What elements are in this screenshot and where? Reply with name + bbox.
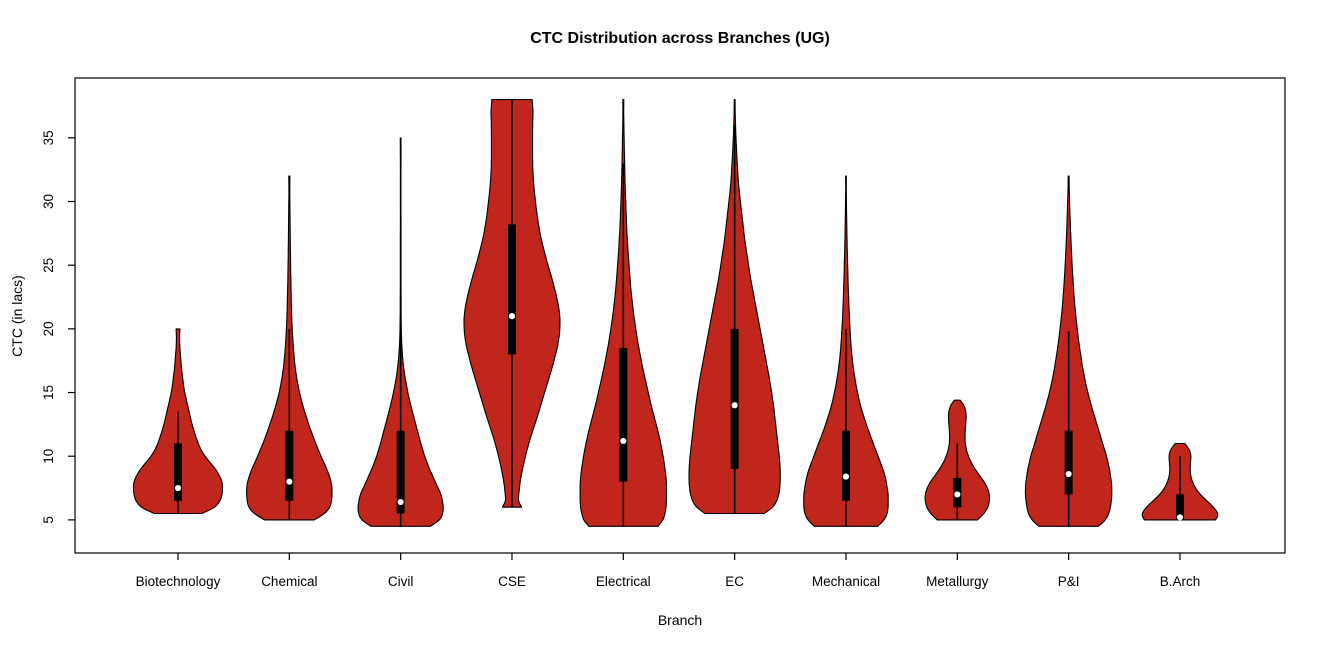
x-tick-label: Metallurgy xyxy=(926,574,989,589)
x-tick-label: CSE xyxy=(498,574,526,589)
violin-electrical xyxy=(579,99,668,527)
median-dot xyxy=(954,491,961,498)
y-tick-label: 5 xyxy=(41,516,56,524)
violin-civil xyxy=(357,137,444,527)
violins-group xyxy=(132,99,1219,527)
y-tick-label: 20 xyxy=(41,321,56,336)
median-dot xyxy=(286,478,293,485)
violin-mechanical xyxy=(803,175,889,527)
x-tick-label: Chemical xyxy=(261,574,317,589)
iqr-box xyxy=(730,328,739,469)
violin-p-i xyxy=(1024,175,1113,527)
x-tick-label: Civil xyxy=(388,574,414,589)
median-dot xyxy=(174,484,182,492)
y-axis-label: CTC (in lacs) xyxy=(9,275,25,357)
median-dot xyxy=(620,437,627,445)
median-dot xyxy=(731,402,738,409)
iqr-box xyxy=(174,443,182,501)
iqr-box xyxy=(507,224,516,355)
iqr-box xyxy=(841,430,850,501)
violin-cse xyxy=(463,99,561,508)
violin-b-arch xyxy=(1141,442,1219,521)
iqr-box xyxy=(396,430,405,514)
iqr-box xyxy=(1064,430,1073,495)
y-tick-label: 15 xyxy=(41,385,56,400)
axes-group: 5 10 15 20 25 30 35 Biotechnology Chemical Civil C… xyxy=(41,77,1286,589)
y-tick-label: 35 xyxy=(41,130,56,145)
y-tick-label: 30 xyxy=(41,194,56,209)
violin-biotechnology xyxy=(132,328,224,515)
x-tick-label: P&I xyxy=(1058,574,1080,589)
x-tick-label: B.Arch xyxy=(1160,574,1201,589)
iqr-box xyxy=(619,347,628,482)
y-tick-label: 10 xyxy=(41,449,56,464)
violin-ec xyxy=(688,99,781,515)
x-tick-label: Electrical xyxy=(596,574,651,589)
iqr-box xyxy=(285,430,294,501)
x-tick-label: Mechanical xyxy=(812,574,880,589)
median-dot xyxy=(397,498,404,506)
plot-border xyxy=(74,77,1286,554)
median-dot xyxy=(1176,514,1184,521)
median-dot xyxy=(842,473,850,480)
median-dot xyxy=(508,313,516,320)
x-tick-label: EC xyxy=(725,574,744,589)
x-axis-label: Branch xyxy=(658,612,702,628)
violin-chemical xyxy=(246,175,333,521)
iqr-box xyxy=(1175,494,1184,520)
x-tick-label: Biotechnology xyxy=(136,574,221,589)
y-tick-label: 25 xyxy=(41,258,56,273)
violin-metallurgy xyxy=(924,399,991,521)
chart-title: CTC Distribution across Branches (UG) xyxy=(530,30,830,47)
median-dot xyxy=(1065,470,1072,478)
